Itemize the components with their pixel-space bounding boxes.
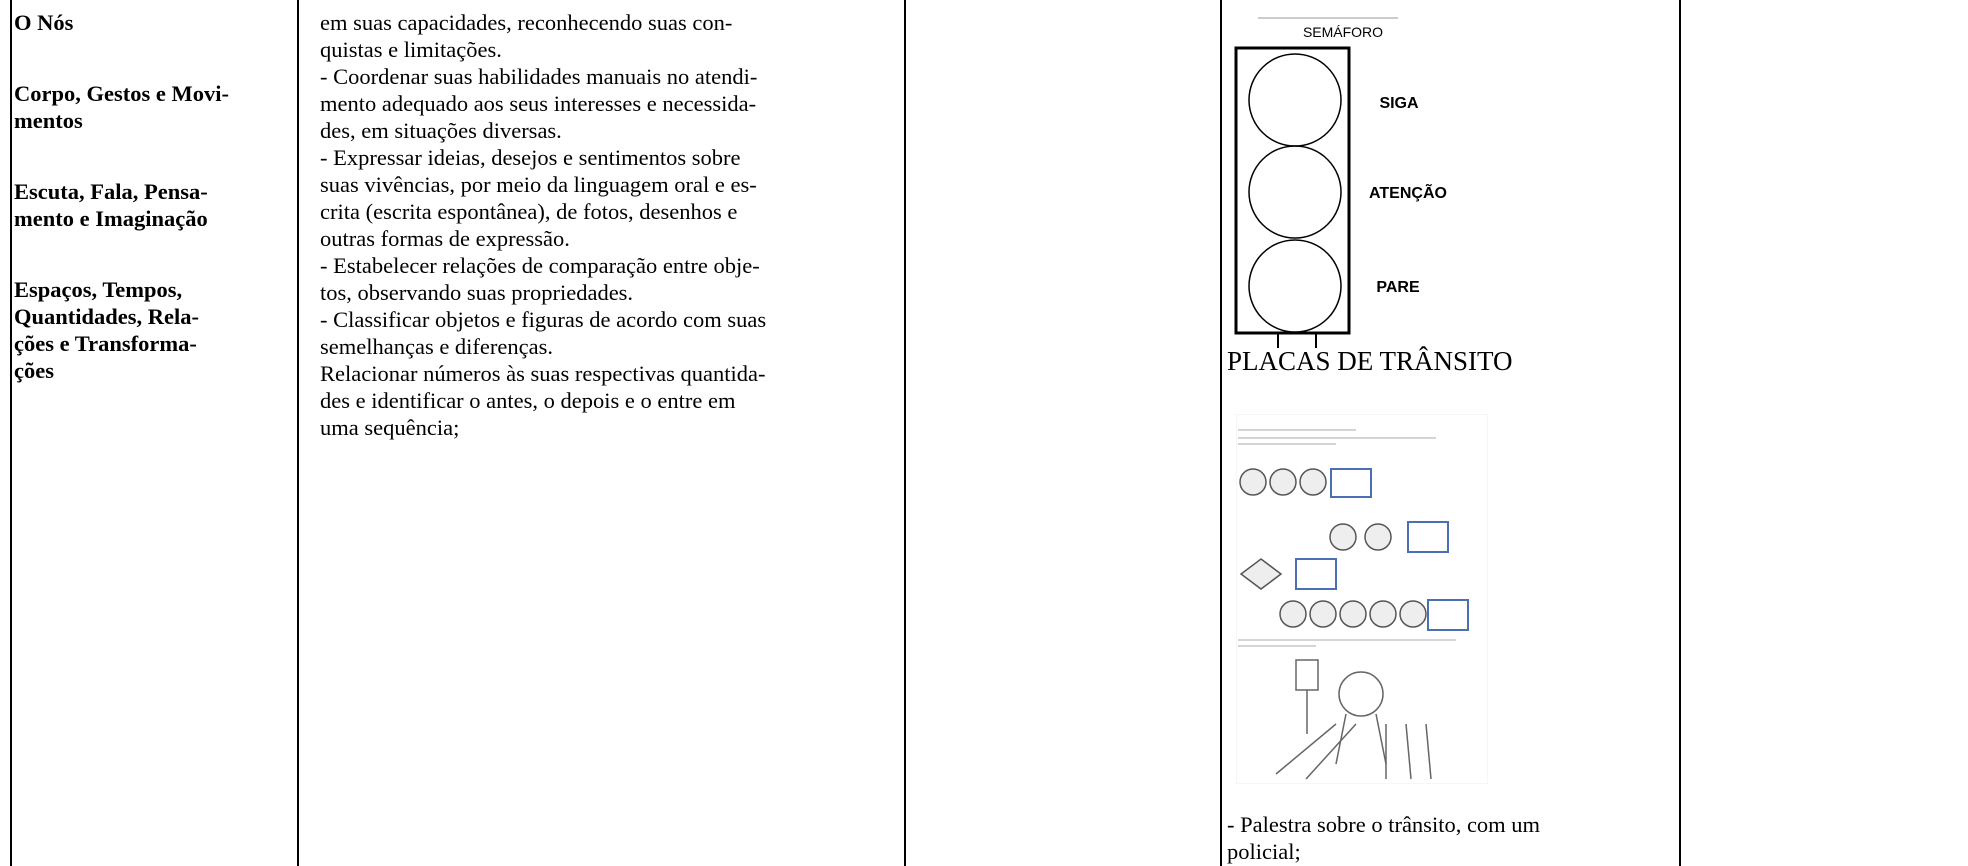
field-item: Espaços, Tempos, Quantidades, Rela-ções e… bbox=[14, 276, 294, 384]
light-label: PARE bbox=[1376, 279, 1420, 296]
text-line: des, em situações diversas. bbox=[320, 118, 562, 143]
text-line: Quantidades, Rela- bbox=[14, 304, 200, 329]
field-item: Escuta, Fala, Pensa-mento e Imaginação bbox=[14, 178, 294, 232]
traffic-light-image: SEMÁFORO SIGA ATENÇÃO PARE bbox=[1234, 17, 1447, 348]
text-line: suas vivências, por meio da linguagem or… bbox=[320, 172, 757, 197]
text-line: - Estabelecer relações de comparação ent… bbox=[320, 253, 760, 278]
activity-text: - Palestra sobre o trânsito, com um polic… bbox=[1227, 811, 1540, 865]
text-line: des e identificar o antes, o depois e o … bbox=[320, 388, 736, 413]
text-line: ções e Transforma- bbox=[14, 331, 197, 356]
text-line: mento adequado aos seus interesses e nec… bbox=[320, 91, 757, 116]
text-line: Relacionar números às suas respectivas q… bbox=[320, 361, 766, 386]
text-line: - Coordenar suas habilidades manuais no … bbox=[320, 64, 758, 89]
border bbox=[1679, 0, 1681, 866]
text-line: ções bbox=[14, 358, 54, 383]
caption: PLACAS DE TRÂNSITO bbox=[1227, 346, 1513, 376]
border bbox=[1220, 0, 1222, 866]
objectives: em suas capacidades, reconhecendo suas c… bbox=[320, 9, 900, 441]
text-line: mentos bbox=[14, 108, 83, 133]
text-line: tos, observando suas propriedades. bbox=[320, 280, 634, 305]
text-line: Escuta, Fala, Pensa- bbox=[14, 179, 208, 204]
text-line: mento e Imaginação bbox=[14, 206, 208, 231]
text-line: quistas e limitações. bbox=[320, 37, 502, 62]
text-line: Corpo, Gestos e Movi- bbox=[14, 81, 229, 106]
worksheet-image bbox=[1236, 414, 1488, 784]
text-line: - Classificar objetos e figuras de acord… bbox=[320, 307, 767, 332]
text-line: - Palestra sobre o trânsito, com um bbox=[1227, 812, 1541, 837]
text-line: outras formas de expressão. bbox=[320, 226, 570, 251]
text-line: policial; bbox=[1227, 839, 1301, 864]
text-line: uma sequência; bbox=[320, 415, 460, 440]
text-line: em suas capacidades, reconhecendo suas c… bbox=[320, 10, 733, 35]
text-line: - Expressar ideias, desejos e sentimento… bbox=[320, 145, 741, 170]
border bbox=[904, 0, 906, 866]
text-line: crita (escrita espontânea), de fotos, de… bbox=[320, 199, 738, 224]
image-title: SEMÁFORO bbox=[1303, 24, 1383, 40]
light-label: ATENÇÃO bbox=[1369, 182, 1447, 202]
text-line: semelhanças e diferenças. bbox=[320, 334, 553, 359]
text-line: Espaços, Tempos, bbox=[14, 277, 183, 302]
border bbox=[297, 0, 299, 866]
field-item: Corpo, Gestos e Movi-mentos bbox=[14, 80, 294, 134]
border bbox=[10, 0, 12, 866]
light-label: SIGA bbox=[1379, 95, 1419, 112]
experience-fields: O Nós Corpo, Gestos e Movi-mentos Escuta, … bbox=[14, 9, 294, 428]
text-line: O Nós bbox=[14, 10, 74, 35]
field-item: O Nós bbox=[14, 9, 294, 36]
